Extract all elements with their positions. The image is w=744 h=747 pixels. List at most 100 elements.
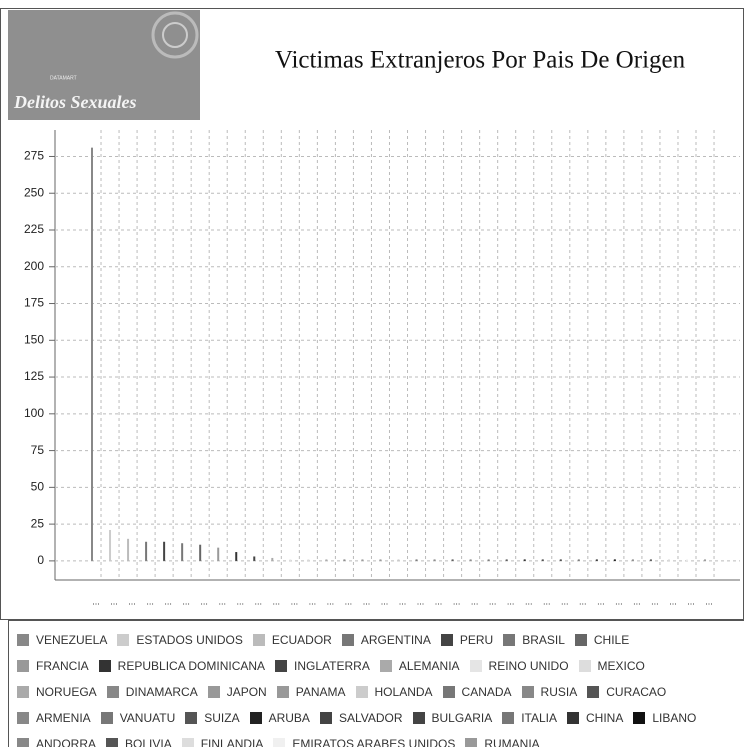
legend-item[interactable]: CHILE: [574, 633, 629, 647]
legend-item[interactable]: RUSIA: [521, 685, 577, 699]
legend-label: HOLANDA: [374, 685, 433, 699]
bar: [325, 559, 328, 561]
legend-swatch: [17, 738, 29, 747]
x-tick-label: ...: [182, 596, 190, 606]
legend-label: BULGARIA: [431, 711, 493, 725]
legend-item[interactable]: BRASIL: [503, 633, 565, 647]
bar: [289, 559, 292, 561]
legend-item[interactable]: ALEMANIA: [379, 659, 460, 673]
legend-item[interactable]: BOLIVIA: [106, 737, 172, 747]
legend-item[interactable]: REPUBLICA DOMINICANA: [98, 659, 266, 673]
x-tick-label: ...: [705, 596, 713, 606]
legend-item[interactable]: ARMENIA: [17, 711, 91, 725]
x-tick-label: ...: [218, 596, 226, 606]
legend-item[interactable]: CHINA: [567, 711, 623, 725]
y-tick-label: 100: [24, 406, 44, 420]
legend-label: BRASIL: [522, 633, 565, 647]
bar: [451, 559, 454, 561]
legend-label: REPUBLICA DOMINICANA: [117, 659, 266, 673]
legend-item[interactable]: ITALIA: [502, 711, 557, 725]
bar: [685, 559, 688, 561]
legend-item[interactable]: ANDORRA: [17, 737, 96, 747]
x-tick-label: ...: [309, 596, 317, 606]
legend-item[interactable]: MEXICO: [578, 659, 645, 673]
legend-swatch: [117, 634, 130, 646]
x-tick-label: ...: [110, 596, 118, 606]
legend-item[interactable]: DINAMARCA: [106, 685, 198, 699]
x-tick-label: ...: [273, 596, 281, 606]
bar: [415, 559, 418, 561]
legend-item[interactable]: FRANCIA: [17, 659, 89, 673]
legend-row: ANDORRA BOLIVIA FINLANDIA EMIRATOS ARABES U…: [17, 731, 744, 747]
legend-item[interactable]: ARGENTINA: [341, 633, 431, 647]
bar: [704, 559, 707, 561]
x-tick-label: ...: [615, 596, 623, 606]
x-tick-label: ...: [543, 596, 551, 606]
legend-swatch: [106, 738, 119, 747]
bar: [163, 541, 166, 561]
legend-item[interactable]: SUIZA: [185, 711, 240, 725]
bar: [433, 559, 436, 561]
bar: [181, 543, 184, 561]
legend-item[interactable]: HOLANDA: [355, 685, 433, 699]
legend-item[interactable]: VANUATU: [100, 711, 176, 725]
legend-label: ARGENTINA: [360, 633, 431, 647]
legend-row: FRANCIA REPUBLICA DOMINICANA INGLATERRA ALE…: [17, 653, 744, 679]
bar: [199, 544, 202, 561]
bar: [271, 557, 274, 561]
bar: [145, 541, 148, 561]
legend-label: RUMANIA: [484, 737, 540, 747]
legend-swatch: [502, 712, 515, 724]
bar: [91, 147, 93, 561]
legend-item[interactable]: CURACAO: [587, 685, 666, 699]
legend-item[interactable]: VENEZUELA: [17, 633, 107, 647]
chart: DATAMART Delitos Sexuales Victimas Extra…: [0, 8, 744, 620]
legend-label: NORUEGA: [36, 685, 97, 699]
y-tick-label: 250: [24, 185, 44, 199]
legend-label: REINO UNIDO: [488, 659, 569, 673]
legend-item[interactable]: JAPON: [207, 685, 267, 699]
legend-item[interactable]: ESTADOS UNIDOS: [117, 633, 243, 647]
x-tick-label: ...: [146, 596, 154, 606]
legend-item[interactable]: REINO UNIDO: [469, 659, 569, 673]
legend-item[interactable]: LIBANO: [633, 711, 696, 725]
legend-item[interactable]: NORUEGA: [17, 685, 97, 699]
bar: [505, 559, 508, 561]
legend-item[interactable]: ARUBA: [249, 711, 310, 725]
legend-item[interactable]: FINLANDIA: [181, 737, 263, 747]
legend-label: ESTADOS UNIDOS: [136, 633, 243, 647]
legend-label: EMIRATOS ARABES UNIDOS: [292, 737, 456, 747]
legend-swatch: [185, 712, 198, 724]
x-tick-label: ...: [453, 596, 461, 606]
bar: [307, 559, 310, 561]
legend-item[interactable]: CANADA: [442, 685, 512, 699]
bar: [631, 559, 634, 561]
legend-item[interactable]: PANAMA: [276, 685, 346, 699]
legend-swatch: [17, 712, 29, 724]
legend-swatch: [249, 712, 262, 724]
legend-swatch: [633, 712, 646, 724]
y-tick-label: 150: [24, 332, 44, 346]
legend-item[interactable]: BULGARIA: [412, 711, 493, 725]
legend-label: ARMENIA: [36, 711, 91, 725]
x-tick-label: ...: [507, 596, 515, 606]
legend-label: VANUATU: [119, 711, 176, 725]
x-tick-label: ...: [489, 596, 497, 606]
legend-swatch: [106, 686, 119, 698]
legend-item[interactable]: PERU: [440, 633, 493, 647]
legend-item[interactable]: RUMANIA: [465, 737, 540, 747]
legend-swatch: [521, 686, 534, 698]
legend-swatch: [341, 634, 354, 646]
legend-row: ARMENIA VANUATU SUIZA ARUBA SALVADOR BULGARIA…: [17, 705, 744, 731]
legend-item[interactable]: ECUADOR: [252, 633, 332, 647]
legend-item[interactable]: INGLATERRA: [275, 659, 370, 673]
bar: [379, 559, 382, 561]
legend-swatch: [442, 686, 455, 698]
legend-label: VENEZUELA: [36, 633, 108, 647]
legend-item[interactable]: EMIRATOS ARABES UNIDOS: [273, 737, 455, 747]
logo-ornament: [151, 11, 199, 59]
legend-item[interactable]: SALVADOR: [319, 711, 403, 725]
bar: [667, 559, 670, 561]
legend-label: MEXICO: [597, 659, 645, 673]
legend-label: INGLATERRA: [294, 659, 370, 673]
